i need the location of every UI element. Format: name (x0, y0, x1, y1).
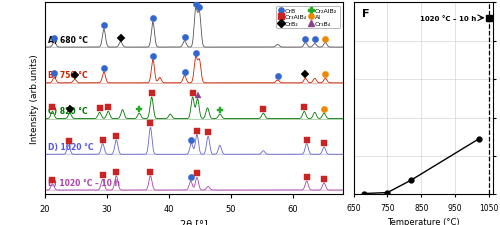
Y-axis label: Intensity (arb.units): Intensity (arb.units) (30, 54, 40, 144)
X-axis label: Temperature (°C): Temperature (°C) (386, 217, 460, 225)
Text: E) 1020 °C – 10 h: E) 1020 °C – 10 h (48, 178, 120, 187)
Text: F: F (362, 9, 370, 19)
X-axis label: 2θ [°]: 2θ [°] (180, 218, 208, 225)
Text: C) 820 °C: C) 820 °C (48, 107, 88, 116)
Legend: CrB, Cr₃AlB₄, CrB₂, Cr₂AlB₂, Al, Cr₃B₄: CrB, Cr₃AlB₄, CrB₂, Cr₂AlB₂, Al, Cr₃B₄ (276, 7, 340, 29)
Text: B) 750 °C: B) 750 °C (48, 71, 88, 80)
Text: A) 680 °C: A) 680 °C (48, 36, 88, 45)
Text: D) 1020 °C: D) 1020 °C (48, 142, 94, 151)
Text: 1020 °C – 10 h: 1020 °C – 10 h (420, 16, 476, 22)
